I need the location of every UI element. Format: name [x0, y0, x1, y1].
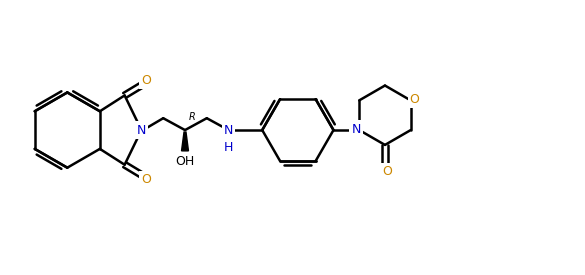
Text: O: O [142, 174, 151, 186]
Text: N: N [352, 123, 361, 136]
Text: O: O [142, 74, 151, 87]
Text: N: N [224, 123, 233, 137]
Polygon shape [181, 132, 188, 151]
Text: O: O [382, 165, 392, 178]
Text: N: N [137, 123, 146, 137]
Text: O: O [410, 93, 419, 106]
Text: R: R [189, 112, 196, 122]
Text: H: H [224, 141, 233, 154]
Text: OH: OH [176, 155, 195, 168]
